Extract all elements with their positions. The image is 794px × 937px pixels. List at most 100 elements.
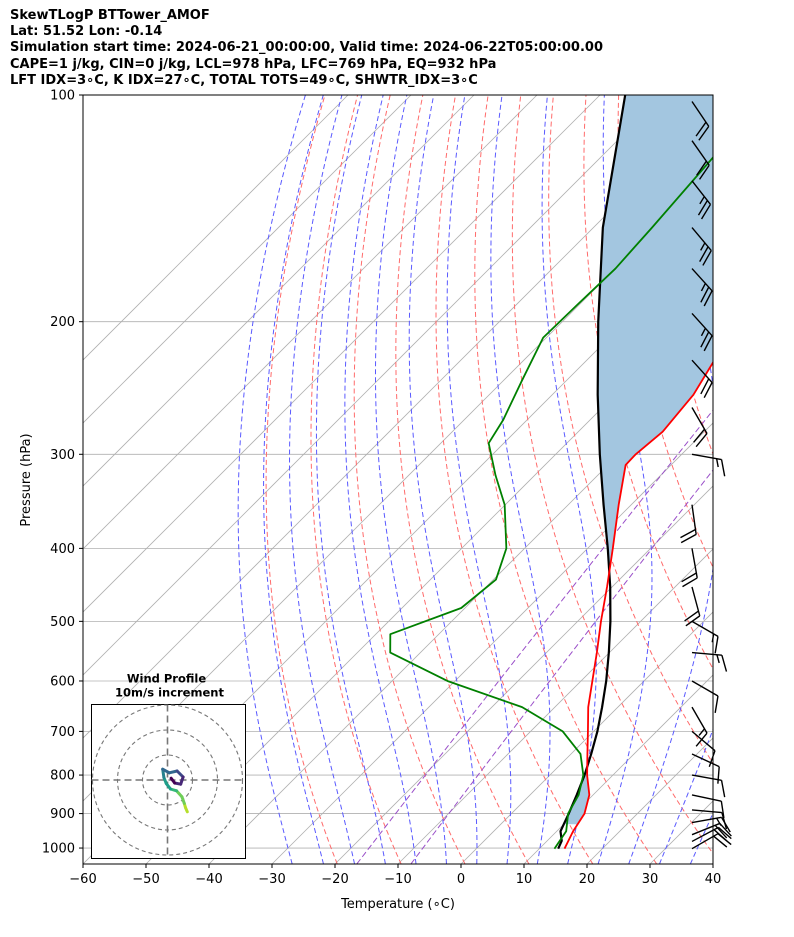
wind-barb bbox=[691, 180, 712, 220]
isotherm-line bbox=[397, 548, 713, 864]
y-tick-label: 900 bbox=[50, 807, 75, 822]
isotherm-line bbox=[83, 95, 601, 613]
moist-adiabat-line bbox=[374, 95, 447, 864]
wind-barb bbox=[691, 794, 725, 819]
chart-header: SkewTLogP BTTower_AMOF Lat: 51.52 Lon: -… bbox=[10, 8, 603, 89]
hodograph-title: Wind Profile bbox=[127, 672, 207, 686]
isotherm-line bbox=[334, 485, 713, 864]
moist-adiabat-line bbox=[408, 95, 478, 864]
wind-barb bbox=[691, 140, 710, 180]
isotherm-line bbox=[145, 296, 713, 864]
x-tick-label: 0 bbox=[457, 872, 465, 887]
y-tick-label: 300 bbox=[50, 448, 75, 463]
isotherm-line bbox=[83, 95, 475, 487]
cape-shading bbox=[563, 95, 713, 825]
isotherm-line bbox=[83, 95, 349, 361]
dry-adiabat-line bbox=[474, 95, 658, 864]
plot-axes: −60 −50 −40 −30 −20 −10 0 10 20 30 40 1000 900 800 700… bbox=[42, 89, 721, 888]
x-tick-label: 40 bbox=[705, 872, 722, 887]
wind-barb bbox=[691, 774, 726, 798]
moist-adiabat-line bbox=[658, 728, 713, 864]
dry-adiabat-line bbox=[548, 95, 713, 765]
wind-barb bbox=[691, 453, 726, 477]
wind-barb bbox=[691, 753, 720, 784]
dry-adiabat-line bbox=[395, 95, 530, 864]
hodograph-subtitle: 10m/s increment bbox=[115, 686, 224, 700]
isotherm-line bbox=[83, 95, 664, 676]
y-tick-label: 400 bbox=[50, 542, 75, 557]
wind-barb bbox=[691, 268, 713, 307]
x-tick-label: −30 bbox=[258, 872, 285, 887]
wind-barb bbox=[691, 680, 719, 713]
wind-barbs bbox=[680, 101, 732, 850]
moist-adiabat-line bbox=[315, 95, 386, 864]
hodograph-trace-segment bbox=[169, 776, 177, 785]
moist-adiabat-line bbox=[289, 95, 356, 864]
wind-barb bbox=[691, 651, 728, 672]
y-tick-label: 800 bbox=[50, 769, 75, 784]
y-tick-label: 200 bbox=[50, 315, 75, 330]
y-tick-label: 1000 bbox=[42, 842, 75, 857]
wind-barb bbox=[691, 706, 708, 747]
moist-adiabat-line bbox=[263, 95, 324, 864]
isotherm-line bbox=[208, 359, 713, 864]
mixing-ratio-line bbox=[410, 469, 713, 864]
dry-adiabat-line bbox=[310, 95, 402, 864]
moist-adiabat-line bbox=[541, 95, 597, 864]
isotherm-line bbox=[460, 611, 713, 864]
wind-barb bbox=[691, 312, 713, 352]
profile-series bbox=[389, 95, 713, 850]
y-tick-label: 100 bbox=[50, 89, 75, 104]
moist-adiabat-line bbox=[628, 95, 713, 864]
y-axis-label: Pressure (hPa) bbox=[19, 433, 34, 526]
wind-barb bbox=[680, 504, 697, 544]
isotherm-line bbox=[712, 863, 713, 864]
isotherm-line bbox=[271, 422, 713, 864]
dry-adiabat-line bbox=[435, 95, 594, 864]
x-tick-label: 20 bbox=[579, 872, 596, 887]
y-tick-label: 500 bbox=[50, 615, 75, 630]
chart-header-line-4: CAPE=1 j/kg, CIN=0 j/kg, LCL=978 hPa, LF… bbox=[10, 56, 497, 72]
wind-barb bbox=[691, 620, 719, 654]
dry-adiabat-line bbox=[511, 95, 713, 855]
wind-barb bbox=[681, 548, 698, 588]
x-axis-label: Temperature (∘C) bbox=[340, 897, 455, 912]
moist-adiabat-line bbox=[490, 95, 551, 864]
isotherm-line bbox=[83, 95, 538, 550]
isotherm-line bbox=[83, 107, 713, 739]
dry-adiabat-line bbox=[782, 95, 794, 864]
x-tick-label: −20 bbox=[321, 872, 348, 887]
temperature-profile-line bbox=[563, 360, 713, 850]
dry-adiabat-line bbox=[717, 95, 794, 864]
moist-adiabat-line bbox=[753, 95, 794, 864]
chart-header-line-2: Lat: 51.52 Lon: -0.14 bbox=[10, 24, 163, 40]
x-tick-label: −50 bbox=[132, 872, 159, 887]
x-tick-label: −60 bbox=[69, 872, 96, 887]
dry-adiabat-line bbox=[353, 95, 466, 864]
x-tick-label: 30 bbox=[642, 872, 659, 887]
isotherm-line bbox=[523, 674, 713, 864]
y-tick-label: 700 bbox=[50, 725, 75, 740]
chart-header-line-1: SkewTLogP BTTower_AMOF bbox=[10, 8, 210, 23]
moist-adiabat-line bbox=[237, 95, 306, 864]
dry-adiabat-line bbox=[749, 95, 794, 864]
wind-barb bbox=[691, 227, 712, 266]
dry-adiabat-line bbox=[265, 95, 338, 864]
chart-header-line-5: LFT IDX=3∘C, K IDX=27∘C, TOTAL TOTS=49∘C… bbox=[10, 72, 478, 88]
isotherm-line bbox=[83, 95, 412, 424]
hodograph-frame bbox=[91, 704, 246, 859]
wind-barb bbox=[691, 822, 732, 839]
chart-header-line-3: Simulation start time: 2024-06-21_00:00:… bbox=[10, 40, 603, 56]
moist-adiabat-line bbox=[721, 95, 794, 864]
y-tick-label: 600 bbox=[50, 674, 75, 689]
wind-barb bbox=[684, 586, 701, 627]
x-tick-label: −10 bbox=[384, 872, 411, 887]
moist-adiabat-line bbox=[344, 95, 417, 864]
wind-barb bbox=[691, 826, 732, 843]
x-tick-label: 10 bbox=[516, 872, 533, 887]
moist-adiabat-line bbox=[446, 95, 512, 864]
wind-barb bbox=[691, 101, 710, 141]
wind-barb bbox=[691, 809, 728, 830]
